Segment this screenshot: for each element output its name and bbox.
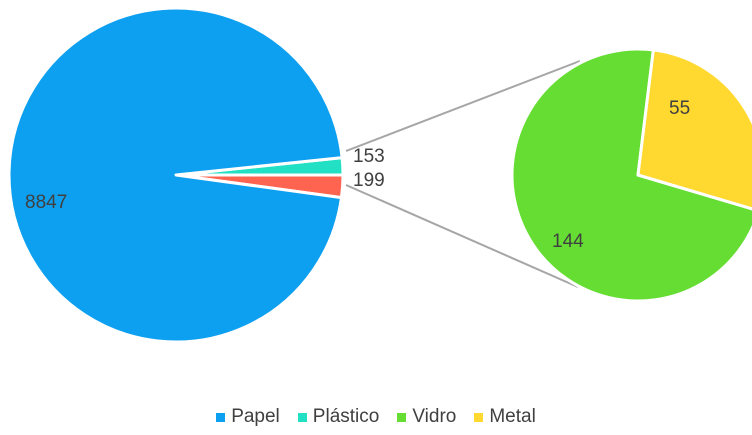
data-label-outros: 199 xyxy=(353,170,385,191)
legend-item-metal: Metal xyxy=(474,406,536,428)
connector-lines xyxy=(345,60,581,288)
legend: Papel Plástico Vidro Metal xyxy=(0,406,752,428)
slice-vidro xyxy=(510,47,752,303)
data-labels: 8847 153 199 144 55 xyxy=(25,98,690,252)
legend-swatch-papel xyxy=(216,412,226,422)
connector-line-top xyxy=(345,60,581,152)
legend-item-vidro: Vidro xyxy=(397,406,456,428)
main-pie xyxy=(7,6,345,344)
legend-swatch-metal xyxy=(474,412,484,422)
legend-swatch-plastico xyxy=(297,412,307,422)
legend-label-vidro: Vidro xyxy=(412,406,457,427)
slice-metal xyxy=(636,48,752,211)
data-label-papel: 8847 xyxy=(25,192,67,213)
legend-swatch-vidro xyxy=(397,412,407,422)
legend-label-papel: Papel xyxy=(231,406,280,427)
legend-item-plastico: Plástico xyxy=(297,406,380,428)
data-label-plastico: 153 xyxy=(353,146,385,167)
legend-label-plastico: Plástico xyxy=(312,406,380,427)
legend-item-papel: Papel xyxy=(216,406,280,428)
data-label-vidro: 144 xyxy=(552,231,584,252)
secondary-pie xyxy=(510,47,752,303)
legend-label-metal: Metal xyxy=(489,406,536,427)
connector-line-bottom xyxy=(345,184,579,288)
data-label-metal: 55 xyxy=(669,98,690,119)
slice-papel xyxy=(7,6,344,344)
